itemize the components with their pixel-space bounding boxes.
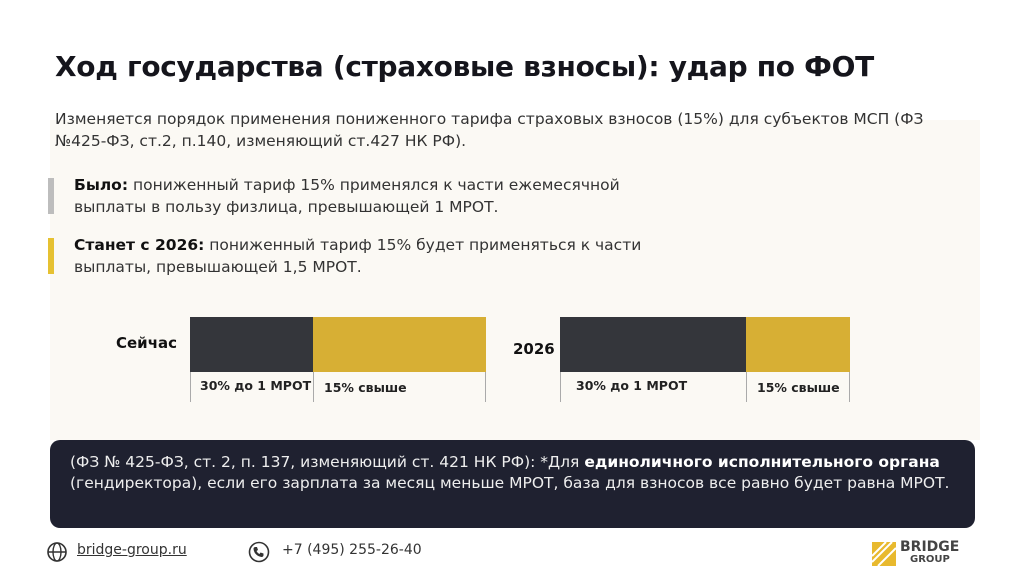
point: Станет с 2026: пониженный тариф 15% буде… <box>48 234 694 278</box>
logo-text: BRIDGE <box>900 539 960 555</box>
note-text: (гендиректора), если его зарплата за мес… <box>70 474 950 492</box>
segment-label: 30% до 1 МРОТ <box>200 378 312 393</box>
bar-segment <box>190 317 313 372</box>
logo-mark <box>872 542 896 566</box>
phone-number: +7 (495) 255-26-40 <box>282 542 422 558</box>
point-text: пониженный тариф 15% будет применяться к… <box>74 236 642 276</box>
bar-label: 2026 <box>513 340 555 358</box>
slide-title: Ход государства (страховые взносы): удар… <box>55 50 874 83</box>
point-text: пониженный тариф 15% применялся к части … <box>74 176 620 216</box>
point-lead: Было: <box>74 176 129 194</box>
divider <box>485 372 486 402</box>
note-box: (ФЗ № 425-ФЗ, ст. 2, п. 137, изменяющий … <box>50 440 975 528</box>
logo-text: GROUP <box>910 554 950 565</box>
segment-label: 15% свыше <box>757 380 840 395</box>
bar-segment <box>313 317 486 372</box>
divider <box>849 372 850 402</box>
segment-label: 15% свыше <box>324 380 407 395</box>
point: Было: пониженный тариф 15% применялся к … <box>48 174 694 218</box>
point-marker <box>48 178 54 214</box>
divider <box>560 372 561 402</box>
background-panel <box>50 120 980 440</box>
note-text: (ФЗ № 425-ФЗ, ст. 2, п. 137, изменяющий … <box>70 453 580 471</box>
website-link[interactable]: bridge-group.ru <box>77 542 187 558</box>
phone-icon <box>248 541 270 563</box>
globe-icon <box>47 542 67 562</box>
intro-text: Изменяется порядок применения пониженног… <box>55 110 924 150</box>
bar-segment <box>746 317 850 372</box>
point-lead: Станет с 2026: <box>74 236 205 254</box>
segment-label: 30% до 1 МРОТ <box>576 378 688 393</box>
point-marker <box>48 238 54 274</box>
bar-label: Сейчас <box>116 334 178 352</box>
bar-segment <box>560 317 746 372</box>
divider <box>746 372 747 402</box>
divider <box>190 372 191 402</box>
divider <box>313 372 314 402</box>
note-emphasis: единоличного исполнительного органа <box>584 453 940 471</box>
